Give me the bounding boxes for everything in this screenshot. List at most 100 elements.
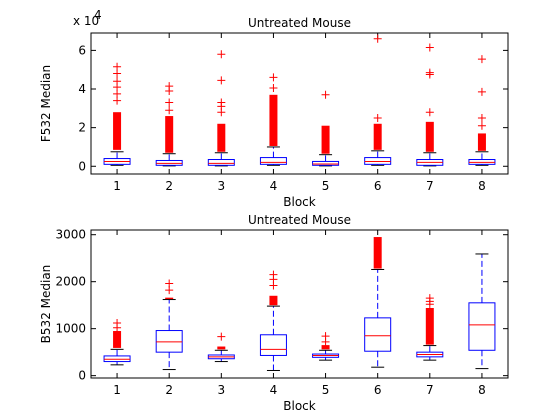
y-tick-label: 2 bbox=[78, 121, 86, 135]
outlier-point bbox=[113, 62, 122, 71]
iqr-box bbox=[312, 160, 340, 166]
outlier-cluster bbox=[425, 307, 434, 345]
box-2 bbox=[155, 279, 183, 371]
outlier-point bbox=[477, 55, 486, 64]
plot-frame bbox=[90, 229, 509, 379]
x-tick-label: 6 bbox=[374, 179, 382, 193]
x-tick-label: 1 bbox=[113, 179, 121, 193]
box-1 bbox=[103, 62, 131, 166]
x-tick-label: 6 bbox=[374, 383, 382, 397]
outlier-point bbox=[165, 82, 174, 91]
outlier-point bbox=[113, 319, 122, 328]
outlier-point bbox=[373, 34, 382, 43]
outlier-cluster bbox=[113, 331, 122, 348]
y-axis-label: F532 Median bbox=[39, 65, 53, 142]
x-tick-label: 4 bbox=[270, 383, 278, 397]
outlier-point bbox=[113, 77, 122, 86]
outlier-point bbox=[113, 69, 122, 78]
outlier-point bbox=[113, 96, 122, 105]
x-tick-label: 3 bbox=[217, 383, 225, 397]
iqr-box bbox=[468, 302, 496, 351]
x-tick-label: 8 bbox=[478, 179, 486, 193]
box-6 bbox=[364, 34, 392, 166]
x-axis-label: Block bbox=[283, 399, 316, 413]
outlier-cluster bbox=[165, 297, 174, 300]
outlier-point bbox=[477, 121, 486, 130]
box-7 bbox=[416, 43, 444, 167]
outlier-point bbox=[477, 87, 486, 96]
x-tick-label: 2 bbox=[165, 179, 173, 193]
x-tick-label: 8 bbox=[478, 383, 486, 397]
iqr-box bbox=[364, 317, 392, 352]
outlier-cluster bbox=[217, 346, 226, 350]
outlier-cluster bbox=[165, 116, 174, 153]
box-7 bbox=[416, 294, 444, 361]
axis-exponent-power: 4 bbox=[94, 8, 102, 22]
outlier-point bbox=[269, 270, 278, 279]
outlier-point bbox=[217, 98, 226, 107]
outlier-point bbox=[217, 76, 226, 85]
chart-title: Untreated Mouse bbox=[248, 16, 351, 30]
outlier-cluster bbox=[269, 94, 278, 146]
outlier-point bbox=[321, 90, 330, 99]
axis-exponent-label: x 10 bbox=[73, 14, 99, 28]
box-8 bbox=[468, 253, 496, 370]
outlier-cluster bbox=[113, 112, 122, 150]
outlier-cluster bbox=[321, 345, 330, 350]
box-4 bbox=[259, 73, 287, 166]
y-tick-label: 1000 bbox=[55, 322, 86, 336]
x-tick-label: 2 bbox=[165, 383, 173, 397]
outlier-point bbox=[425, 68, 434, 77]
outlier-cluster bbox=[217, 123, 226, 152]
box-2 bbox=[155, 82, 183, 167]
outlier-point bbox=[113, 89, 122, 98]
x-axis-label: Block bbox=[283, 195, 316, 209]
outlier-point bbox=[477, 113, 486, 122]
box-5 bbox=[312, 332, 340, 361]
iqr-box bbox=[259, 334, 287, 356]
outlier-point bbox=[217, 332, 226, 341]
outlier-cluster bbox=[269, 295, 278, 306]
bottom-boxplot-panel: Untreated Mouse 0 1000 2000 3000 1 2 3 4 5 6 7 8 Bloc… bbox=[39, 213, 509, 413]
outlier-point bbox=[425, 108, 434, 117]
y-tick-label: 2000 bbox=[55, 275, 86, 289]
x-tick-label: 3 bbox=[217, 179, 225, 193]
outlier-point bbox=[217, 50, 226, 59]
box-1 bbox=[103, 319, 131, 366]
y-tick-label: 0 bbox=[78, 369, 86, 383]
box-4 bbox=[259, 270, 287, 371]
chart-title: Untreated Mouse bbox=[248, 213, 351, 227]
plot-frame bbox=[90, 32, 509, 175]
top-boxplot-panel: Untreated Mouse 0 2 4 6 1 2 3 4 5 6 7 8 Block F532 Med… bbox=[39, 8, 509, 209]
outlier-point bbox=[269, 73, 278, 82]
x-tick-label: 7 bbox=[426, 179, 434, 193]
box-6 bbox=[364, 237, 392, 368]
x-tick-label: 4 bbox=[270, 179, 278, 193]
box-3 bbox=[207, 332, 235, 363]
outlier-point bbox=[165, 98, 174, 107]
iqr-box bbox=[259, 157, 287, 165]
outlier-cluster bbox=[425, 121, 434, 152]
y-tick-label: 3000 bbox=[55, 228, 86, 242]
outlier-point bbox=[165, 279, 174, 288]
outlier-point bbox=[425, 43, 434, 52]
x-tick-label: 7 bbox=[426, 383, 434, 397]
y-tick-label: 0 bbox=[78, 159, 86, 173]
outlier-point bbox=[269, 84, 278, 93]
x-tick-label: 5 bbox=[322, 383, 330, 397]
x-tick-label: 1 bbox=[113, 383, 121, 397]
iqr-box bbox=[207, 159, 235, 166]
outlier-point bbox=[321, 332, 330, 341]
outlier-cluster bbox=[321, 125, 330, 154]
outlier-cluster bbox=[373, 123, 382, 150]
outlier-cluster bbox=[477, 133, 486, 151]
box-8 bbox=[468, 55, 496, 166]
box-3 bbox=[207, 50, 235, 167]
y-axis-label: B532 Median bbox=[39, 265, 53, 344]
outlier-cluster bbox=[373, 237, 382, 269]
y-tick-label: 6 bbox=[78, 43, 86, 57]
outlier-point bbox=[373, 113, 382, 122]
outlier-point bbox=[165, 106, 174, 115]
